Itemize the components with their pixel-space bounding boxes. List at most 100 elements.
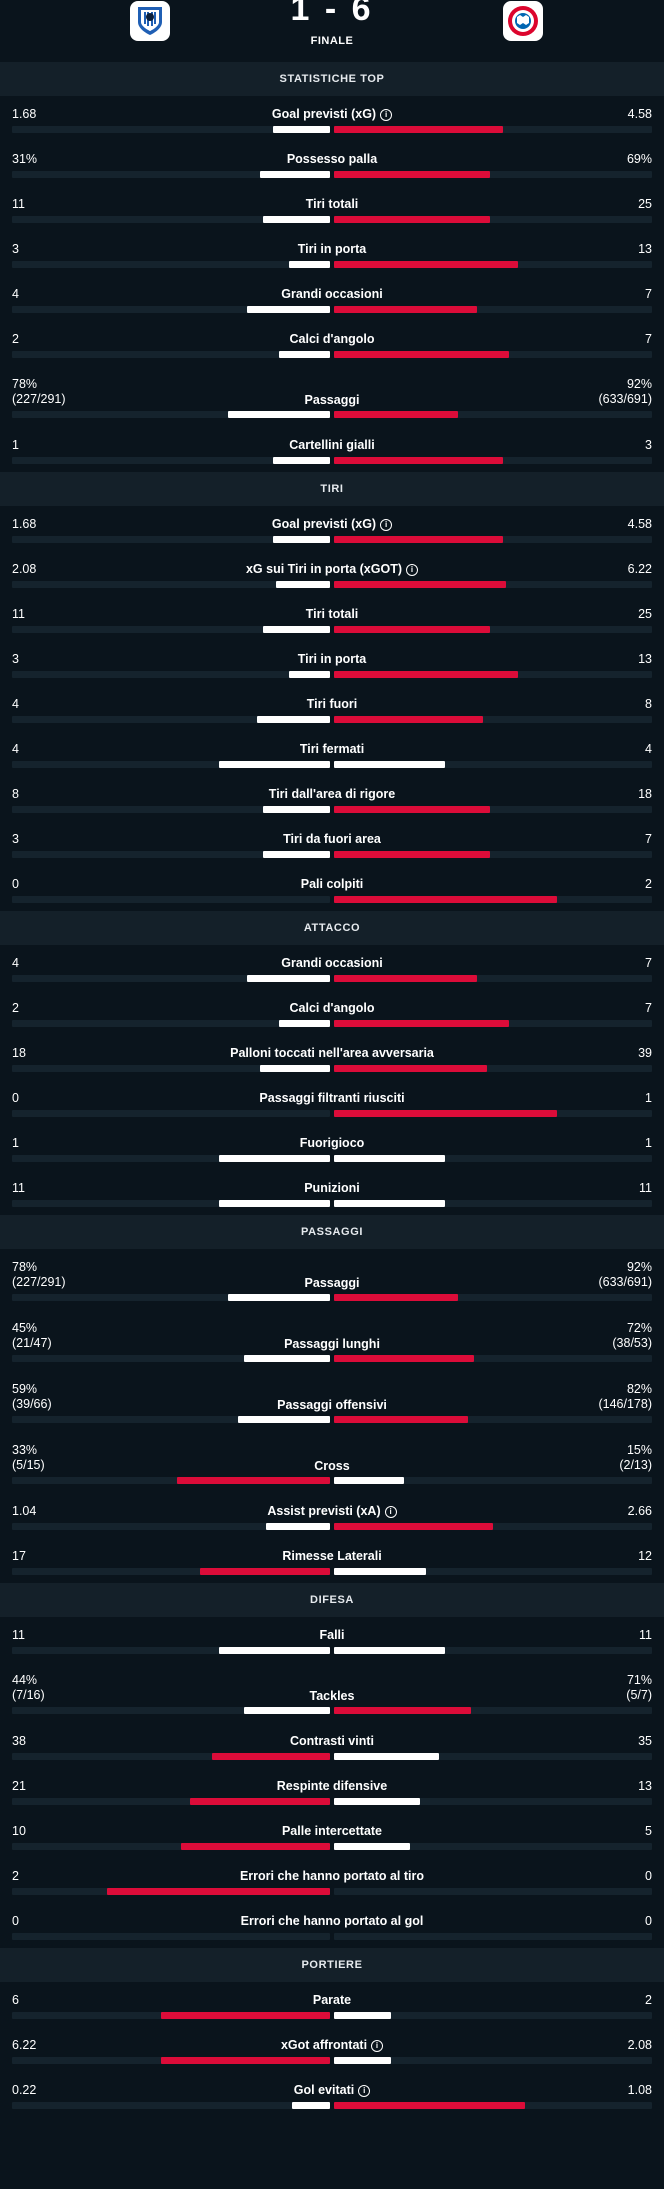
stat-row[interactable]: 1.68 Goal previsti (xG) i 4.58 <box>0 506 664 551</box>
stat-row[interactable]: 4 Tiri fuori 8 <box>0 686 664 731</box>
stat-row[interactable]: 45% (21/47) Passaggi lunghi 72% (38/53) <box>0 1310 664 1371</box>
home-bar-track <box>12 1523 330 1530</box>
stat-label-text: Falli <box>319 1628 345 1642</box>
away-value-main: 39 <box>638 1046 652 1060</box>
away-team-logo[interactable] <box>503 1 543 41</box>
stat-row[interactable]: 31% Possesso palla 69% <box>0 141 664 186</box>
home-value: 4 <box>12 287 19 302</box>
stat-row[interactable]: 2 Calci d'angolo 7 <box>0 990 664 1035</box>
home-value-main: 78% <box>12 1260 38 1274</box>
stat-row[interactable]: 18 Palloni toccati nell'area avversaria 39 <box>0 1035 664 1080</box>
stat-row[interactable]: 1 Cartellini gialli 3 <box>0 427 664 472</box>
away-value-main: 25 <box>638 197 652 211</box>
home-bar-track <box>12 1843 330 1850</box>
stat-row[interactable]: 11 Falli 11 <box>0 1617 664 1662</box>
stat-label-text: Tiri totali <box>305 607 359 621</box>
stat-label-text: Possesso palla <box>286 152 378 166</box>
stat-label-text: Palloni toccati nell'area avversaria <box>230 1046 434 1060</box>
stat-row[interactable]: 3 Tiri in porta 13 <box>0 231 664 276</box>
away-bar-track <box>334 626 652 633</box>
away-value: 25 <box>638 607 652 622</box>
info-icon[interactable]: i <box>406 564 419 576</box>
stat-label: Gol evitati i <box>0 2083 664 2098</box>
info-icon[interactable]: i <box>371 2040 384 2052</box>
stat-row[interactable]: 59% (39/66) Passaggi offensivi 82% (146/178) <box>0 1371 664 1432</box>
info-icon[interactable]: i <box>380 109 393 121</box>
stat-row[interactable]: 2.08 xG sui Tiri in porta (xGOT) i 6.22 <box>0 551 664 596</box>
section-body: 1.68 Goal previsti (xG) i 4.58 31% Possesso p… <box>0 96 664 472</box>
home-value-main: 4 <box>12 956 19 970</box>
stat-label: Palle intercettate <box>0 1824 664 1839</box>
stat-row[interactable]: 8 Tiri dall'area di rigore 18 <box>0 776 664 821</box>
stat-row[interactable]: 1 Fuorigioco 1 <box>0 1125 664 1170</box>
stat-row[interactable]: 11 Tiri totali 25 <box>0 186 664 231</box>
home-value-main: 6 <box>12 1993 19 2007</box>
stat-row[interactable]: 0.22 Gol evitati i 1.08 <box>0 2072 664 2117</box>
info-icon[interactable]: i <box>380 519 393 531</box>
stat-row[interactable]: 6.22 xGot affrontati i 2.08 <box>0 2027 664 2072</box>
stat-row[interactable]: 0 Errori che hanno portato al gol 0 <box>0 1903 664 1948</box>
stat-row[interactable]: 0 Pali colpiti 2 <box>0 866 664 911</box>
away-value-main: 7 <box>645 832 652 846</box>
stat-label: Tiri fermati <box>0 742 664 757</box>
home-value-main: 11 <box>12 1181 25 1195</box>
stat-row[interactable]: 11 Tiri totali 25 <box>0 596 664 641</box>
home-value-main: 2 <box>12 1001 19 1015</box>
away-value-main: 5 <box>645 1824 652 1838</box>
away-bar-track <box>334 1568 652 1575</box>
away-bar <box>334 975 477 982</box>
home-bar-track <box>12 1155 330 1162</box>
info-icon[interactable]: i <box>384 1506 397 1518</box>
away-bar <box>334 171 490 178</box>
stat-row[interactable]: 10 Palle intercettate 5 <box>0 1813 664 1858</box>
stat-label: Tackles <box>0 1689 664 1704</box>
away-bar-track <box>334 1355 652 1362</box>
stat-row[interactable]: 33% (5/15) Cross 15% (2/13) <box>0 1432 664 1493</box>
stat-row[interactable]: 6 Parate 2 <box>0 1982 664 2027</box>
stat-row[interactable]: 1.68 Goal previsti (xG) i 4.58 <box>0 96 664 141</box>
stat-row[interactable]: 78% (227/291) Passaggi 92% (633/691) <box>0 366 664 427</box>
stat-row[interactable]: 4 Tiri fermati 4 <box>0 731 664 776</box>
stat-row[interactable]: 3 Tiri in porta 13 <box>0 641 664 686</box>
home-value: 2 <box>12 1869 19 1884</box>
away-value-main: 35 <box>638 1734 652 1748</box>
stat-label: Tiri in porta <box>0 242 664 257</box>
home-value: 59% (39/66) <box>12 1382 52 1412</box>
away-bar-track <box>334 126 652 133</box>
stat-label: Passaggi <box>0 393 664 408</box>
stat-row[interactable]: 44% (7/16) Tackles 71% (5/7) <box>0 1662 664 1723</box>
stat-label: Errori che hanno portato al gol <box>0 1914 664 1929</box>
home-value-detail: (39/66) <box>12 1397 52 1411</box>
away-value-detail: (5/7) <box>626 1688 652 1702</box>
home-team-logo[interactable] <box>130 1 170 41</box>
home-value: 1.68 <box>12 517 36 532</box>
home-bar <box>263 216 330 223</box>
away-bar <box>334 851 490 858</box>
section-body: 4 Grandi occasioni 7 2 Calci d'angolo 7 18 Pall… <box>0 945 664 1215</box>
stat-row[interactable]: 2 Calci d'angolo 7 <box>0 321 664 366</box>
stat-row[interactable]: 11 Punizioni 11 <box>0 1170 664 1215</box>
away-value-main: 0 <box>645 1869 652 1883</box>
home-value-main: 31% <box>12 152 38 166</box>
stat-row[interactable]: 17 Rimesse Laterali 12 <box>0 1538 664 1583</box>
home-bar <box>247 975 330 982</box>
stat-row[interactable]: 0 Passaggi filtranti riusciti 1 <box>0 1080 664 1125</box>
away-value: 3 <box>645 438 652 453</box>
away-value: 18 <box>638 787 652 802</box>
stat-row[interactable]: 4 Grandi occasioni 7 <box>0 276 664 321</box>
stat-row[interactable]: 3 Tiri da fuori area 7 <box>0 821 664 866</box>
info-icon[interactable]: i <box>358 2085 371 2097</box>
away-bar-track <box>334 851 652 858</box>
stat-label-text: Parate <box>312 1993 352 2007</box>
away-value: 72% (38/53) <box>612 1321 652 1351</box>
stat-row[interactable]: 4 Grandi occasioni 7 <box>0 945 664 990</box>
stat-row[interactable]: 2 Errori che hanno portato al tiro 0 <box>0 1858 664 1903</box>
home-value-main: 1 <box>12 1136 19 1150</box>
stat-row[interactable]: 78% (227/291) Passaggi 92% (633/691) <box>0 1249 664 1310</box>
home-value-main: 44% <box>12 1673 38 1687</box>
stat-row[interactable]: 38 Contrasti vinti 35 <box>0 1723 664 1768</box>
home-value: 2.08 <box>12 562 36 577</box>
stat-row[interactable]: 21 Respinte difensive 13 <box>0 1768 664 1813</box>
away-value-main: 4 <box>645 742 652 756</box>
stat-row[interactable]: 1.04 Assist previsti (xA) i 2.66 <box>0 1493 664 1538</box>
